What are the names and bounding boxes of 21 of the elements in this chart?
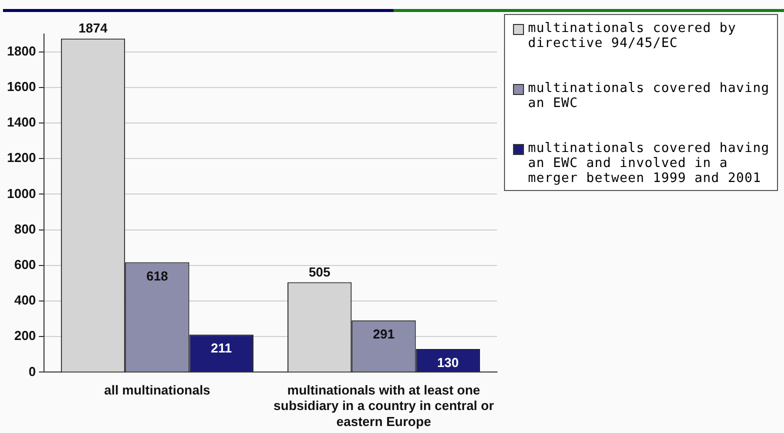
legend-label: multinationals covered having an EWC (528, 81, 770, 111)
y-tick-label: 0 (28, 364, 36, 379)
y-tick-label: 1400 (7, 114, 36, 130)
y-tick-label: 200 (14, 328, 36, 344)
x-tick-label: all multinationals (104, 382, 210, 398)
y-tick-label: 600 (14, 256, 36, 272)
x-tick-label: multinationals with at least one subsidiary in a country in central or eastern Europe (274, 382, 494, 429)
data-label: 130 (437, 355, 459, 370)
y-tick-label: 1200 (7, 150, 36, 166)
legend-label: multinationals covered by directive 94/45/EC (528, 21, 738, 51)
y-tick-label: 800 (14, 221, 36, 236)
data-label: 291 (372, 326, 395, 342)
data-label: 1874 (78, 20, 108, 36)
legend-label: multinationals covered having an EWC and involved in a merger between 1999 and 2001 (528, 141, 770, 186)
data-label: 505 (308, 264, 330, 280)
y-tick-label: 400 (14, 292, 36, 308)
data-label: 618 (146, 268, 168, 284)
data-label: 211 (210, 340, 232, 356)
y-tick-label: 1000 (7, 186, 36, 201)
y-tick-label: 1800 (7, 43, 36, 58)
y-tick-label: 1600 (7, 78, 36, 94)
